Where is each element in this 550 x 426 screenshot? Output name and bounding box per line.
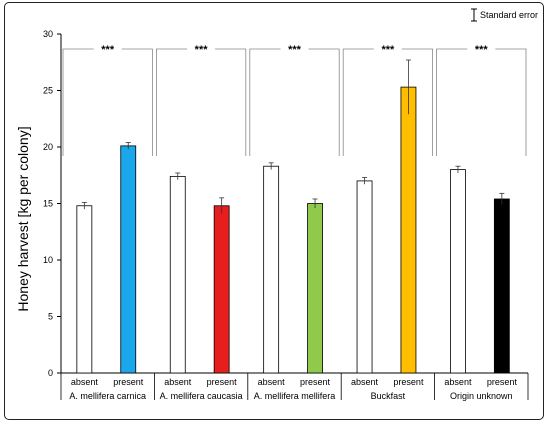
x-tick-label: present [300,377,331,387]
y-tick-label: 10 [43,255,53,265]
bar [76,205,93,374]
significance-bracket-left [342,48,374,157]
x-axis: absent present A. mellifera carnica absent p… [60,373,529,401]
bar [307,203,323,374]
significance-label: *** [288,44,302,56]
x-tick-label: present [487,377,518,387]
bar [263,165,280,374]
chart-frame [4,2,544,420]
y-tick-label: 0 [48,368,53,378]
significance-bracket-right [215,48,247,157]
bar [356,180,373,374]
significance-bracket-right [401,48,434,157]
x-tick-label: present [207,377,238,387]
y-tick-label: 25 [43,86,53,96]
bar [213,205,230,374]
x-tick-label: absent [71,377,99,387]
significance-bracket-left [249,48,281,157]
x-tick-label: absent [444,377,472,387]
y-tick-label: 5 [48,312,53,322]
group-label: A. mellifera carnica [69,391,146,401]
group-label: A. mellifera mellifera [254,391,336,401]
significance-bracket-left [436,48,468,157]
x-tick-label: absent [258,377,286,387]
bar [120,145,137,374]
significance-label: *** [101,44,115,56]
bar [169,175,186,374]
significance-bracket-left [62,48,94,157]
significance-bracket-right [495,48,527,157]
group-label: Buckfast [371,391,406,401]
group-label: Origin unknown [450,391,513,401]
bars [76,59,510,374]
bar [493,198,510,374]
x-tick-label: present [113,377,144,387]
significance-label: *** [195,44,209,56]
legend-label: Standard error [480,10,538,20]
significance-bracket-right [308,48,340,157]
y-axis-label: Honey harvest [kg per colony] [15,126,31,311]
bar [450,169,466,374]
significance-brackets: *** *** *** *** *** [62,44,527,157]
significance-label: *** [381,44,395,56]
y-tick-label: 15 [43,199,53,209]
x-tick-label: absent [164,377,192,387]
x-tick-label: absent [351,377,379,387]
legend: Standard error [471,8,538,22]
significance-label: *** [475,44,489,56]
significance-bracket-left [155,48,188,157]
bar [400,86,417,374]
y-tick-label: 20 [43,142,53,152]
y-tick-label: 30 [43,29,53,39]
group-label: A. mellifera caucasia [160,391,243,401]
significance-bracket-right [121,48,153,157]
x-tick-label: present [393,377,424,387]
